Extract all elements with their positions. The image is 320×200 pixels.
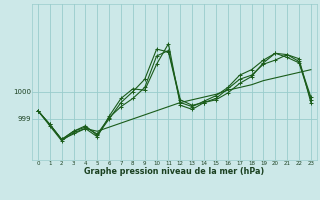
X-axis label: Graphe pression niveau de la mer (hPa): Graphe pression niveau de la mer (hPa) xyxy=(84,167,265,176)
